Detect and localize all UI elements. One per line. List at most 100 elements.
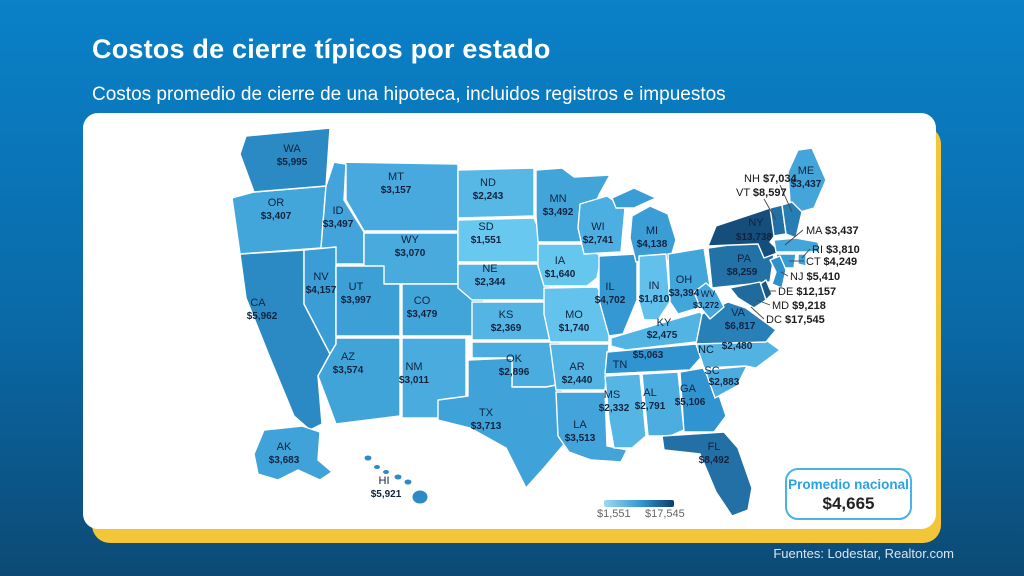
page-subtitle: Costos promedio de cierre de una hipotec… — [92, 84, 726, 105]
state-label-ME: ME — [798, 165, 815, 177]
state-shape-MI — [611, 187, 657, 209]
state-shape-WI — [577, 195, 626, 255]
state-shape-AR — [549, 343, 610, 391]
state-label-SC: SC — [704, 365, 719, 377]
state-value-HI: $5,921 — [371, 489, 402, 500]
state-callout-DE: DE $12,157 — [778, 286, 836, 298]
state-value-SC: $2,883 — [709, 377, 740, 388]
state-label-TX: TX — [479, 407, 494, 419]
state-label-WI: WI — [591, 221, 604, 233]
state-label-MO: MO — [565, 309, 583, 321]
state-value-TX: $3,713 — [471, 421, 502, 432]
state-label-NC: NC — [698, 344, 714, 356]
state-value-NC: $2,480 — [722, 341, 753, 352]
state-callout-NJ: NJ $5,410 — [790, 271, 840, 283]
state-value-GA: $5,106 — [675, 397, 706, 408]
state-label-OR: OR — [268, 197, 285, 209]
state-label-IN: IN — [649, 280, 660, 292]
state-label-NE: NE — [482, 263, 497, 275]
national-average-box: Promedio nacional $4,665 — [785, 468, 912, 520]
state-value-IL: $4,702 — [595, 295, 626, 306]
state-label-FL: FL — [708, 441, 721, 453]
state-label-MI: MI — [646, 225, 658, 237]
state-label-NM: NM — [405, 361, 422, 373]
state-callout-VT: VT $8,597 — [736, 187, 787, 199]
state-shape-TX — [437, 357, 567, 489]
state-value-AL: $2,791 — [635, 401, 666, 412]
state-value-AK: $3,683 — [269, 455, 300, 466]
state-value-NY: $13,738 — [736, 232, 773, 243]
state-shape-ME — [787, 147, 827, 213]
state-value-PA: $8,259 — [727, 267, 758, 278]
state-value-OR: $3,407 — [261, 211, 292, 222]
state-shape-LA — [555, 391, 628, 463]
state-callout-MD: MD $9,218 — [772, 300, 826, 312]
state-shape-NJ — [769, 255, 787, 289]
state-value-AZ: $3,574 — [333, 365, 364, 376]
callout-line-MA — [784, 229, 804, 246]
state-value-WY: $3,070 — [395, 248, 426, 259]
state-shape-MO — [543, 286, 610, 343]
state-callout-DC: DC $17,545 — [766, 314, 825, 326]
state-label-NV: NV — [313, 271, 329, 283]
callout-line-VT — [763, 198, 777, 221]
state-label-NY: NY — [748, 217, 764, 229]
state-shape-HI — [382, 469, 390, 475]
state-value-MT: $3,157 — [381, 185, 412, 196]
state-label-CA: CA — [250, 297, 266, 309]
state-value-MS: $2,332 — [599, 403, 630, 414]
state-shape-HI — [363, 454, 373, 462]
state-shape-SC — [704, 365, 748, 399]
state-shape-NY — [707, 201, 789, 259]
state-shape-NH — [781, 201, 803, 239]
state-value-OH: $3,394 — [669, 288, 700, 299]
state-value-KS: $2,369 — [491, 323, 522, 334]
state-value-MN: $3,492 — [543, 207, 574, 218]
state-value-KY: $2,475 — [647, 330, 678, 341]
sources-text: Fuentes: Lodestar, Realtor.com — [773, 546, 954, 561]
state-value-UT: $3,997 — [341, 295, 372, 306]
state-label-WY: WY — [401, 234, 419, 246]
state-value-MI: $4,138 — [637, 239, 668, 250]
state-value-NV: $4,157 — [306, 285, 337, 296]
state-label-MN: MN — [549, 193, 566, 205]
state-label-KY: KY — [657, 317, 672, 329]
state-label-CO: CO — [414, 295, 431, 307]
state-label-WA: WA — [283, 143, 301, 155]
state-shape-MI — [629, 205, 677, 263]
state-label-MT: MT — [388, 171, 404, 183]
callout-line-DC — [750, 306, 765, 320]
state-value-VA: $6,817 — [725, 321, 756, 332]
state-shape-AZ — [317, 337, 401, 425]
state-label-AZ: AZ — [341, 351, 355, 363]
state-shape-AL — [641, 371, 685, 437]
state-shape-RI — [797, 253, 807, 267]
state-shape-WA — [239, 127, 331, 193]
state-value-ND: $2,243 — [473, 191, 504, 202]
callout-line-MD — [756, 299, 771, 306]
state-value-IN: $1,810 — [639, 294, 670, 305]
state-shape-MS — [604, 373, 647, 449]
state-label-SD: SD — [478, 221, 493, 233]
state-callout-RI: RI $3,810 — [812, 244, 860, 256]
state-shape-WV — [693, 282, 725, 320]
state-value-NE: $2,344 — [475, 277, 506, 288]
state-value-MO: $1,740 — [559, 323, 590, 334]
state-label-WV: WV — [701, 289, 716, 299]
state-label-AK: AK — [277, 441, 292, 453]
state-label-IL: IL — [605, 281, 614, 293]
state-shape-HI — [403, 478, 413, 486]
state-label-ID: ID — [333, 205, 344, 217]
state-value-SD: $1,551 — [471, 235, 502, 246]
state-label-LA: LA — [573, 419, 587, 431]
callout-line-NJ — [780, 271, 789, 277]
legend-min-label: $1,551 — [597, 508, 631, 520]
state-label-OK: OK — [506, 353, 523, 365]
legend-max-label: $17,545 — [645, 508, 685, 520]
state-value-OK: $2,896 — [499, 367, 530, 378]
legend-gradient-bar — [604, 500, 674, 507]
state-label-VA: VA — [731, 307, 746, 319]
national-average-title: Promedio nacional — [788, 477, 909, 492]
